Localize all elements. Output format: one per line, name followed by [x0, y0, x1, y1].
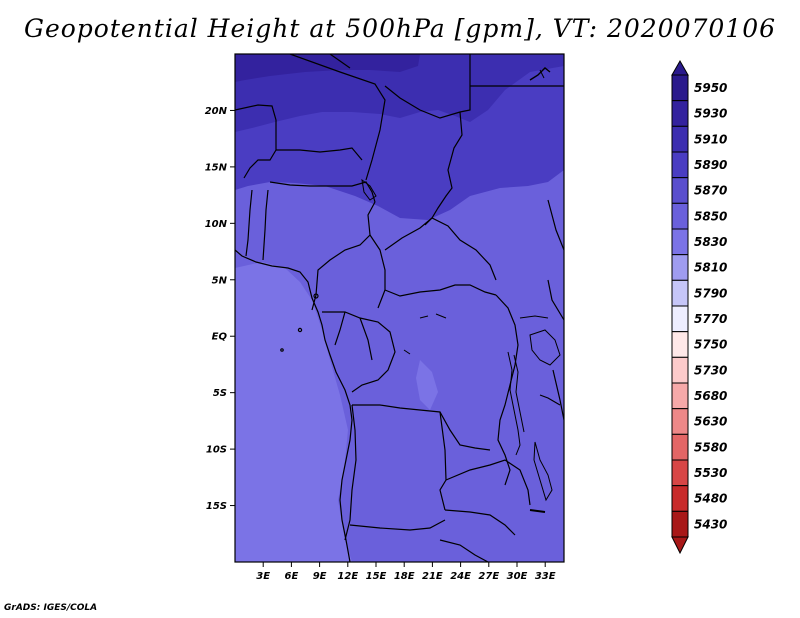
lon-label: 12E [337, 571, 358, 582]
colorbar-label: 5790 [694, 286, 727, 300]
colorbar-segment [671, 151, 689, 179]
colorbar-top-arrow [671, 59, 689, 76]
colorbar-segment [671, 305, 689, 333]
colorbar-label: 5850 [694, 209, 727, 223]
colorbar-label: 5910 [694, 132, 727, 146]
colorbar-label: 5530 [694, 466, 727, 480]
colorbar-label: 5830 [694, 235, 727, 249]
colorbar-segment [671, 433, 689, 461]
latitude-axis: 20N 15N 10N 5N EQ 5S 10S 15S [205, 106, 235, 512]
colorbar-segment [671, 382, 689, 410]
lat-label: 10S [206, 445, 227, 456]
lon-label: 21E [422, 571, 443, 582]
colorbar: 5950 5930 5910 5890 5870 5850 5830 5810 5790 5770… [671, 59, 727, 555]
colorbar-segment [671, 510, 689, 538]
lon-label: 9E [313, 571, 327, 582]
colorbar-segment [671, 408, 689, 435]
colorbar-label: 5480 [694, 492, 727, 506]
colorbar-segment [671, 331, 689, 358]
colorbar-label: 5930 [694, 107, 727, 121]
colorbar-label: 5750 [694, 338, 727, 352]
contour-5850-region [235, 262, 352, 562]
colorbar-segment [671, 254, 689, 281]
lon-label: 6E [285, 571, 299, 582]
longitude-axis: 3E 6E 9E 12E 15E 18E 21E 24E 27E 30E 33E [256, 562, 556, 582]
lat-label: 20N [205, 106, 228, 117]
colorbar-segment [671, 485, 689, 512]
colorbar-segment [671, 459, 689, 487]
lat-label: 5S [213, 388, 227, 399]
lon-label: 33E [535, 571, 556, 582]
colorbar-label: 5870 [694, 184, 727, 198]
colorbar-label: 5680 [694, 389, 727, 403]
lat-label: 5N [212, 275, 228, 286]
lon-label: 30E [507, 571, 528, 582]
map-title: Geopotential Height at 500hPa [gpm], VT:… [23, 14, 777, 43]
colorbar-segment [671, 177, 689, 204]
contour-5910-region [235, 54, 564, 132]
colorbar-segment [671, 74, 689, 102]
colorbar-segment [671, 279, 689, 307]
colorbar-label: 5950 [694, 81, 727, 95]
plot-frame [234, 53, 565, 563]
colorbar-segment [671, 356, 689, 384]
colorbar-segment [671, 228, 689, 256]
colorbar-label: 5630 [694, 415, 727, 429]
colorbar-label: 5430 [694, 517, 727, 531]
lat-label: EQ [212, 332, 228, 343]
colorbar-label: 5580 [694, 440, 727, 454]
colorbar-label: 5890 [694, 158, 727, 172]
colorbar-label: 5810 [694, 261, 727, 275]
lon-label: 15E [366, 571, 387, 582]
lat-label: 15S [206, 501, 227, 512]
lon-label: 18E [394, 571, 415, 582]
footer-credit: GrADS: IGES/COLA [4, 603, 98, 613]
country-borders [235, 54, 564, 562]
colorbar-segment [671, 100, 689, 127]
lon-label: 24E [450, 571, 471, 582]
lat-label: 15N [205, 162, 228, 173]
lon-label: 27E [478, 571, 499, 582]
colorbar-label: 5770 [694, 312, 727, 326]
colorbar-segment [671, 125, 689, 153]
colorbar-segment [671, 202, 689, 230]
lat-label: 10N [205, 219, 228, 230]
colorbar-bottom-arrow [671, 536, 689, 555]
lon-label: 3E [256, 571, 270, 582]
colorbar-label: 5730 [694, 363, 727, 377]
height-field [235, 54, 564, 562]
